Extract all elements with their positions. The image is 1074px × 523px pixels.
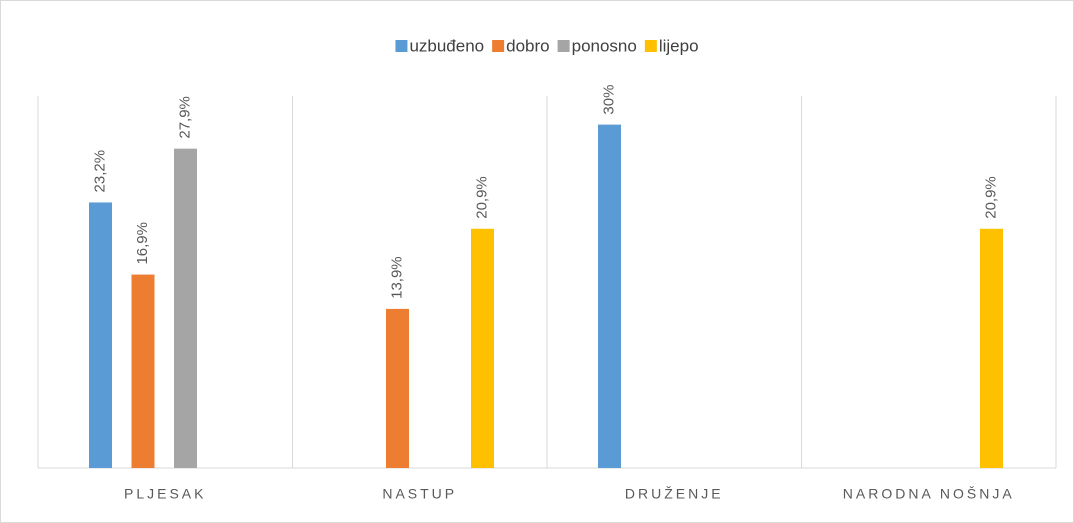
legend-swatch bbox=[557, 40, 570, 52]
x-tick-label: NARODNA NOŠNJA bbox=[843, 486, 1015, 502]
data-label: 13,9% bbox=[388, 256, 405, 299]
bar bbox=[386, 308, 409, 468]
bar bbox=[980, 228, 1003, 468]
legend-label: uzbuđeno bbox=[409, 36, 484, 55]
data-label: 20,9% bbox=[473, 176, 490, 219]
legend-label: lijepo bbox=[659, 36, 699, 55]
x-tick-label: DRUŽENJE bbox=[625, 486, 724, 502]
bar bbox=[89, 202, 112, 469]
legend: uzbuđeno dobro ponosno lijepo bbox=[395, 36, 699, 55]
bar bbox=[598, 124, 621, 468]
bar bbox=[131, 274, 155, 468]
bar bbox=[174, 148, 197, 468]
data-label: 16,9% bbox=[134, 222, 151, 265]
legend-label: ponosno bbox=[572, 36, 637, 55]
x-tick-label: NASTUP bbox=[382, 486, 457, 502]
legend-label: dobro bbox=[506, 36, 549, 55]
data-label: 27,9% bbox=[176, 96, 193, 139]
bar bbox=[471, 228, 494, 468]
legend-swatch bbox=[644, 40, 657, 52]
x-tick-label: PLJESAK bbox=[124, 486, 206, 502]
data-label: 23,2% bbox=[91, 150, 108, 193]
data-label: 30% bbox=[600, 85, 617, 115]
data-label: 20,9% bbox=[982, 176, 999, 219]
legend-swatch bbox=[492, 40, 505, 52]
legend-swatch bbox=[395, 40, 408, 52]
